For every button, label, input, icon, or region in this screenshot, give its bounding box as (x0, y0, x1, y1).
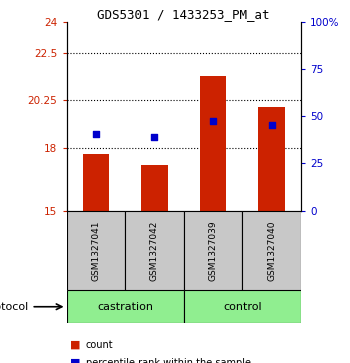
Text: GSM1327039: GSM1327039 (209, 220, 218, 281)
Text: ■: ■ (70, 340, 80, 350)
Text: control: control (223, 302, 262, 312)
Bar (66, 211, 125, 290)
Bar (141, 166, 168, 211)
Text: GSM1327040: GSM1327040 (267, 220, 276, 281)
Text: protocol: protocol (0, 302, 28, 312)
Point (269, 122, 274, 127)
Title: GDS5301 / 1433253_PM_at: GDS5301 / 1433253_PM_at (98, 8, 270, 21)
Bar (259, 107, 285, 211)
Bar (184, 290, 301, 323)
Bar (83, 154, 109, 211)
Text: GSM1327041: GSM1327041 (91, 220, 100, 281)
Text: castration: castration (97, 302, 153, 312)
Point (152, 134, 157, 140)
Bar (125, 211, 184, 290)
Bar (184, 211, 242, 290)
Text: count: count (86, 340, 113, 350)
Point (210, 118, 216, 124)
Text: GSM1327042: GSM1327042 (150, 220, 159, 281)
Point (93, 131, 99, 137)
Bar (66, 290, 184, 323)
Text: percentile rank within the sample: percentile rank within the sample (86, 358, 251, 363)
Bar (242, 211, 301, 290)
Text: ■: ■ (70, 358, 80, 363)
Bar (200, 76, 226, 211)
